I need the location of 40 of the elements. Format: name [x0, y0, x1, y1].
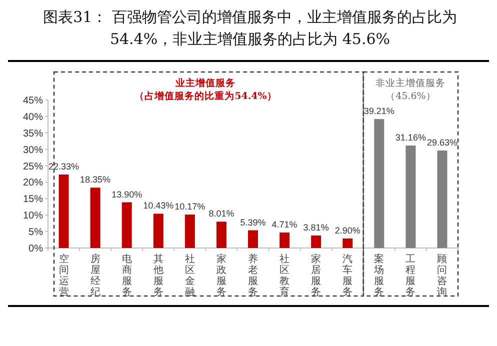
annotation: （占增值服务的比重为54.4%）: [134, 90, 277, 102]
x-tick-label: 空间运营: [58, 253, 69, 298]
y-tick-label: 40%: [22, 112, 44, 123]
x-tick-label: 汽车服务: [342, 253, 353, 298]
annotation: （45.6%）: [386, 91, 436, 102]
data-label: 22.33%: [48, 162, 80, 172]
x-tick-label: 案场服务: [373, 253, 384, 298]
x-tick-label: 电商服务: [122, 253, 132, 298]
data-label: 31.16%: [395, 132, 426, 143]
x-tick-label: 家政服务: [216, 253, 226, 298]
y-tick-label: 35%: [22, 128, 44, 140]
x-tick-label: 养老服务: [248, 253, 258, 298]
data-label: 3.81%: [303, 222, 329, 232]
x-tick-label: 家居服务: [311, 253, 322, 298]
data-label: 10.43%: [143, 200, 174, 211]
x-tick-label: 其他服务: [153, 253, 164, 298]
y-tick-label: 5%: [28, 227, 44, 238]
y-tick-label: 25%: [22, 161, 44, 172]
y-tick-label: 20%: [22, 178, 44, 189]
y-tick-label: 45%: [22, 96, 44, 106]
text: 业主增值服务: [174, 77, 236, 89]
data-label: 18.35%: [80, 174, 111, 185]
x-tick-label: 社区教育: [280, 253, 290, 298]
data-label: 29.63%: [426, 138, 458, 148]
data-label: 2.90%: [334, 225, 360, 236]
text: 非业主增值服务: [376, 77, 446, 89]
data-label: 5.39%: [240, 217, 266, 228]
x-tick-label: 顾问咨询: [437, 254, 448, 298]
y-tick-label: 15%: [22, 194, 44, 206]
data-label: 13.90%: [112, 189, 142, 200]
y-tick-label: 10%: [22, 210, 44, 222]
data-label: 4.71%: [272, 220, 298, 230]
data-label: 8.01%: [208, 208, 234, 219]
chart-title: 图表31： 百强物管公司的增值服务中，业主增值服务的占比为54.4%，非业主增值服务的占比为 45.6%: [42, 7, 458, 50]
y-tick-label: 0%: [28, 244, 44, 254]
x-tick-label: 社区金融: [184, 253, 195, 298]
x-tick-label: 工程服务: [406, 254, 416, 298]
data-label: 39.21%: [364, 106, 394, 116]
data-label: 10.17%: [174, 202, 206, 212]
y-tick-label: 30%: [22, 144, 44, 156]
